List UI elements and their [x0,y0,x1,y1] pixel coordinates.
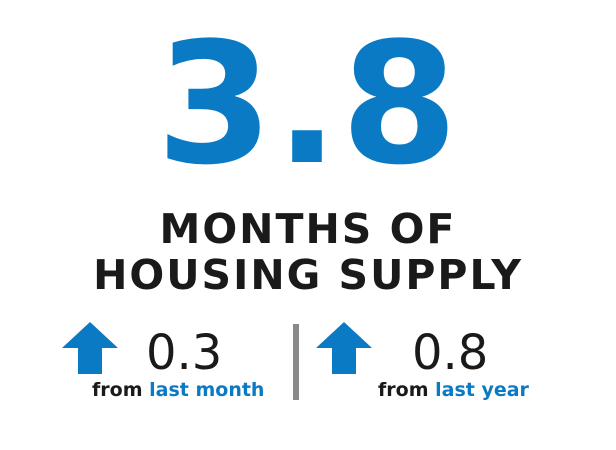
headline-line-1: MONTHS OF [159,205,457,253]
months-of-supply-value: 3.8 [156,6,460,202]
arrow-up-icon [316,322,372,374]
monthly-change-caption: from last month [92,379,264,401]
headline-line-2: HOUSING SUPPLY [93,251,523,299]
divider [293,324,299,400]
monthly-from-text: from [92,379,143,401]
yearly-period-text: last year [435,379,529,401]
yearly-change-value: 0.8 [412,325,489,381]
yearly-from-text: from [378,379,429,401]
monthly-change-value: 0.3 [146,325,223,381]
arrow-up-icon [62,322,118,374]
monthly-period-text: last month [149,379,265,401]
yearly-change-caption: from last year [378,379,529,401]
